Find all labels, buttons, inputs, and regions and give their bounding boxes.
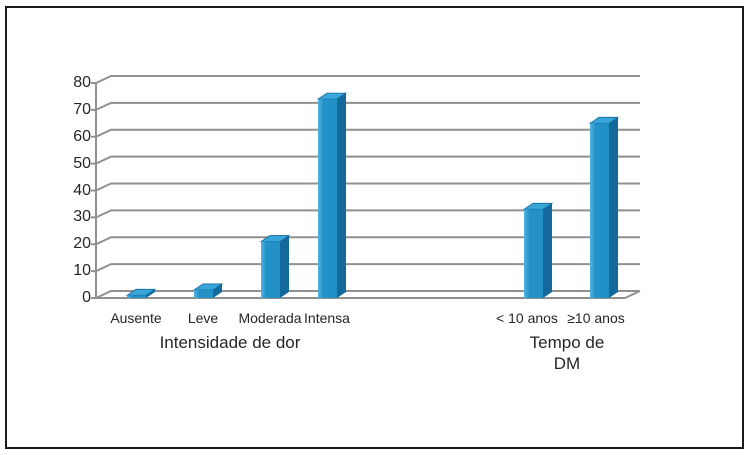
bar-front-face (524, 209, 543, 298)
y-tick-label: 50 (73, 155, 91, 172)
y-tick-label: 0 (82, 289, 91, 306)
category-label-ausente: Ausente (110, 310, 162, 326)
bar-front-face (194, 289, 213, 298)
y-tick-label: 60 (73, 128, 91, 145)
y-tick-label: 20 (73, 235, 91, 252)
group-title-intensidade-de-dor: Intensidade de dor (159, 333, 301, 352)
bar-side-face (543, 203, 552, 298)
gridline (91, 290, 640, 299)
bar-side-face (337, 93, 346, 298)
bar-front-face (127, 295, 146, 298)
category-label-lt10anos: < 10 anos (496, 310, 558, 326)
bar-front-face (261, 241, 280, 298)
gridline (91, 236, 640, 246)
gridline (91, 128, 640, 138)
category-label-moderada: Moderada (238, 310, 302, 326)
group-title-tempo-de-dm: Tempo de DM (529, 333, 605, 373)
bar-front-face (318, 99, 337, 298)
y-tick-label: 40 (73, 182, 91, 199)
bar-side-face (146, 289, 155, 298)
gridline (91, 155, 640, 165)
gridline (91, 263, 640, 273)
y-tick-label: 30 (73, 208, 91, 225)
gridline (91, 182, 640, 192)
gridline (91, 209, 640, 219)
gridline (91, 75, 640, 84)
category-label-ge10anos: ≥10 anos (567, 310, 625, 326)
category-label-intensa: Intensa (304, 310, 350, 326)
y-tick-label: 80 (73, 74, 91, 91)
y-tick-label: 10 (73, 262, 91, 279)
bar-side-face (609, 117, 618, 298)
category-label-leve: Leve (187, 310, 219, 326)
bar-side-face (213, 283, 222, 298)
bar-side-face (280, 235, 289, 298)
chart-frame (5, 6, 744, 449)
bar-front-face (590, 123, 609, 298)
gridline (91, 101, 640, 111)
floor-front-edge (96, 290, 641, 299)
y-tick-label: 70 (73, 101, 91, 118)
